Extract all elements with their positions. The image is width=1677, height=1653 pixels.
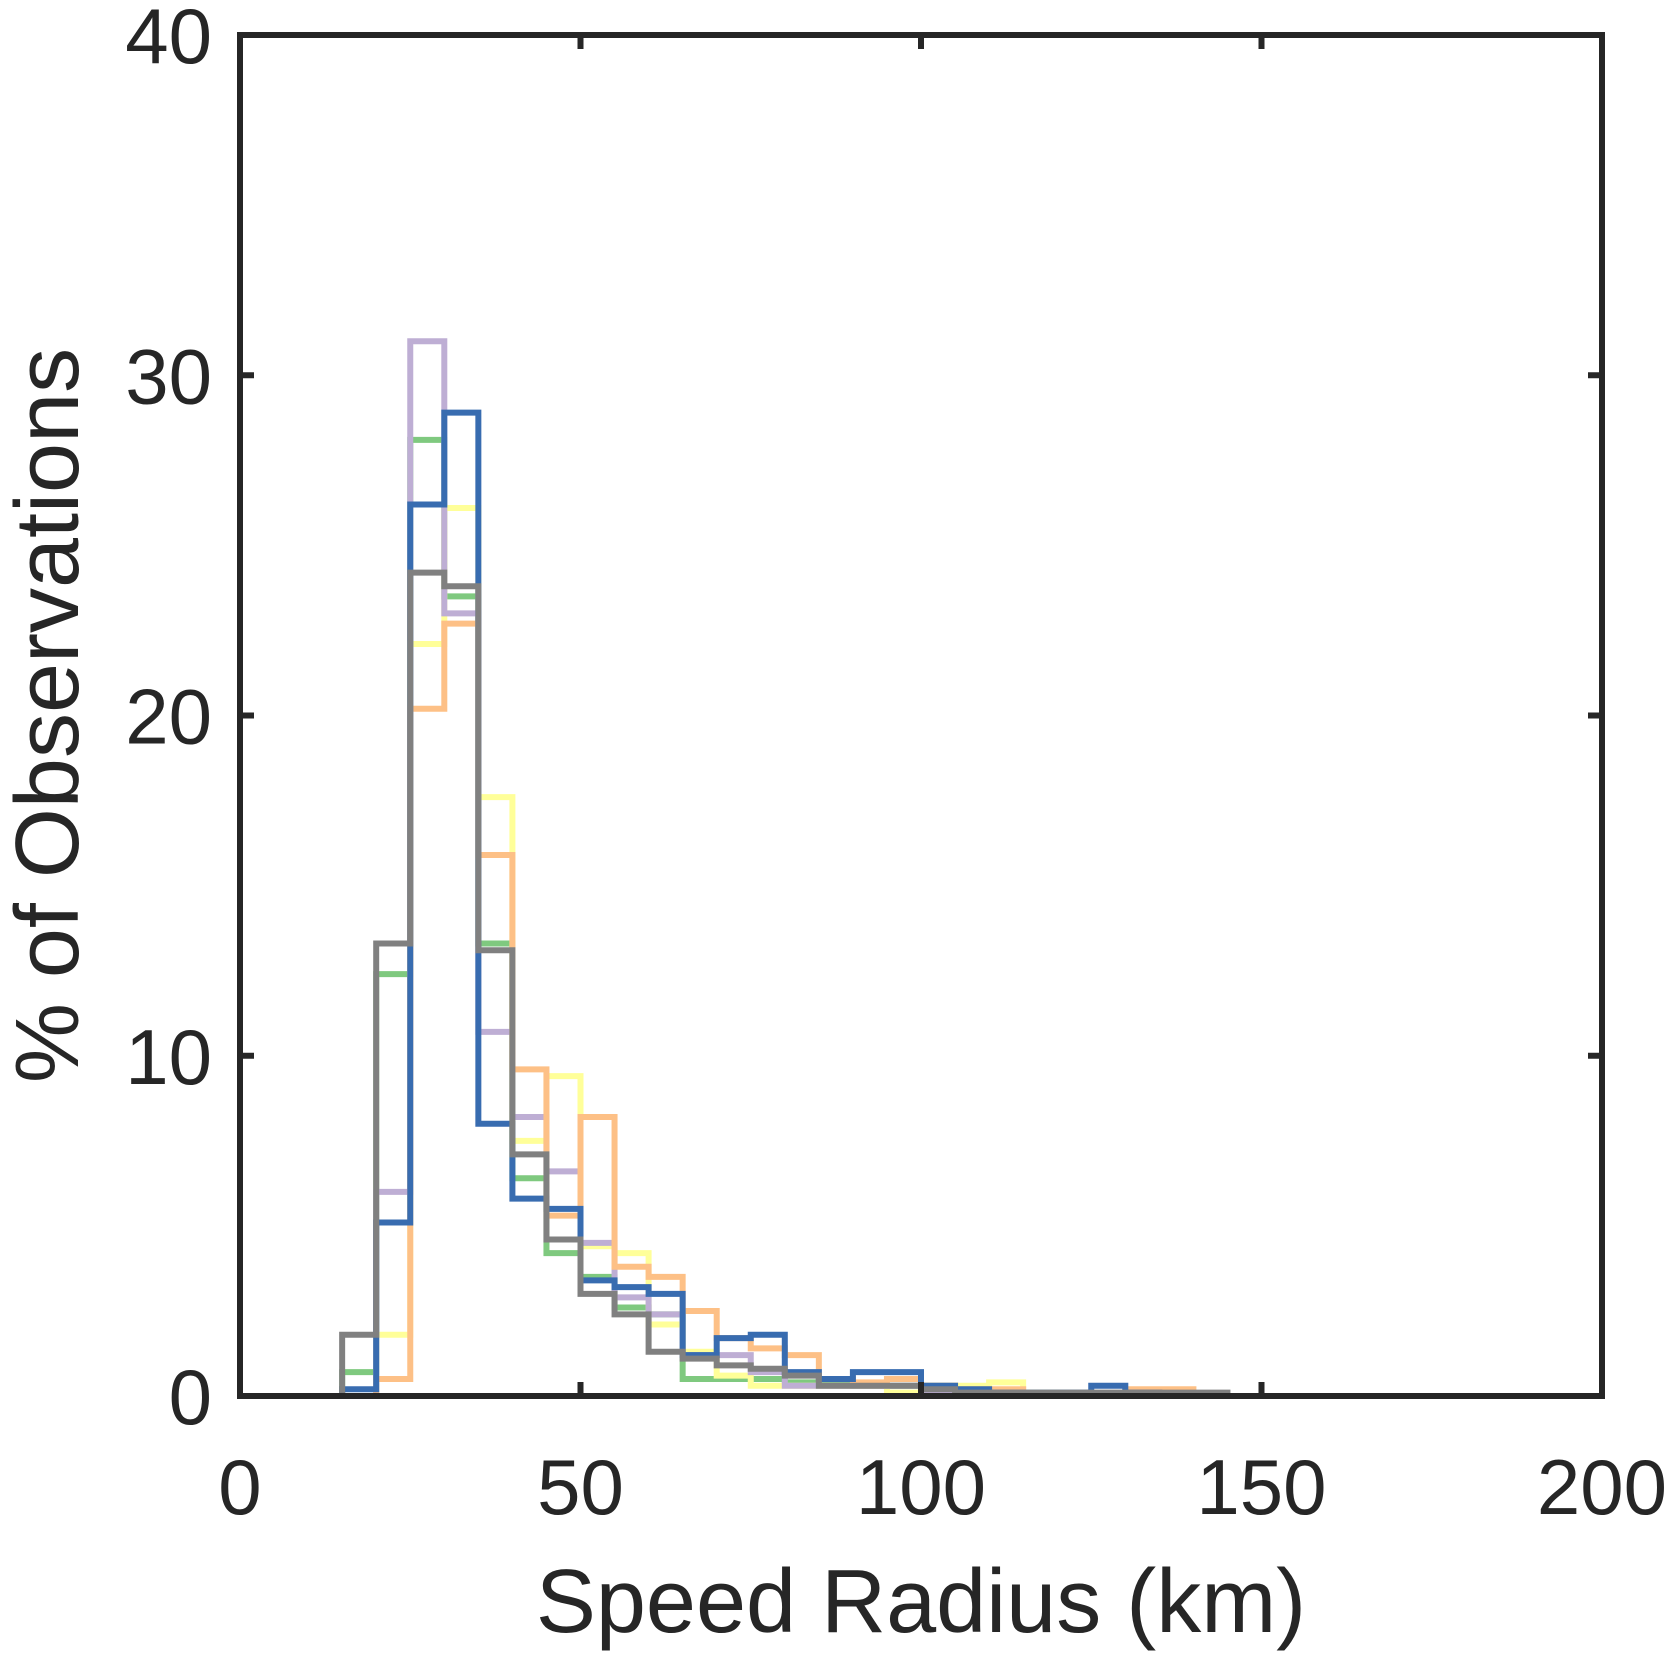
histogram-series-6 <box>339 569 1231 1396</box>
tick-labels-layer: 0 50 100 150 200 0 10 20 30 40 <box>125 0 1667 1531</box>
plot-frame <box>237 32 1605 1399</box>
x-tick-label: 200 <box>1537 1443 1667 1531</box>
x-tick-label: 100 <box>856 1443 986 1531</box>
x-tick-label: 0 <box>218 1443 261 1531</box>
x-tick-label: 50 <box>537 1443 624 1531</box>
y-axis-label: % of Observations <box>0 348 98 1083</box>
y-tick-label: 40 <box>125 0 212 80</box>
histogram-series-2 <box>342 504 1228 1399</box>
ticks-layer <box>237 32 1605 1399</box>
series-layer <box>339 338 1231 1399</box>
y-tick-label: 10 <box>125 1013 212 1101</box>
histogram-series-5 <box>339 409 1228 1399</box>
y-tick-label: 20 <box>125 673 212 761</box>
histogram-series-4 <box>342 620 1228 1399</box>
histogram-series-3 <box>342 338 1228 1399</box>
x-tick-label: 150 <box>1196 1443 1326 1531</box>
x-axis-label: Speed Radius (km) <box>536 1552 1306 1652</box>
y-tick-label: 0 <box>169 1353 212 1441</box>
y-tick-label: 30 <box>125 332 212 420</box>
